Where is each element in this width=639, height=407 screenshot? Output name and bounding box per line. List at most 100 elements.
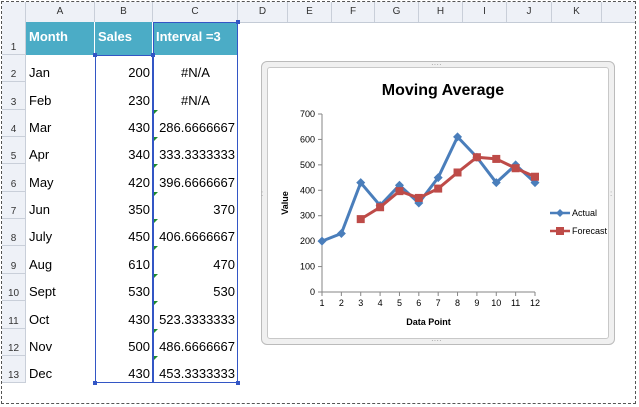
row-header-5[interactable]: 5: [2, 137, 26, 164]
y-tick-label: 0: [310, 287, 315, 297]
error-indicator-icon[interactable]: [153, 329, 158, 334]
cell-sales-text: 350: [128, 202, 150, 217]
data-point-actual: [317, 236, 327, 246]
cell-sales[interactable]: 610: [95, 246, 153, 274]
chart-object[interactable]: ···· ···· : : Moving Average 0 100 200 300 40…: [261, 61, 615, 345]
cell-month[interactable]: July: [26, 219, 95, 246]
cell-month[interactable]: Apr: [26, 137, 95, 164]
error-indicator-icon[interactable]: [153, 301, 158, 306]
cell-month[interactable]: Aug: [26, 246, 95, 274]
cell-sales[interactable]: 340: [95, 137, 153, 164]
row-header-11[interactable]: 11: [2, 301, 26, 329]
cell-sales[interactable]: 430: [95, 301, 153, 329]
data-point-forecast: [434, 184, 443, 193]
cell-interval[interactable]: 470: [153, 246, 238, 274]
cell-interval[interactable]: 486.6666667: [153, 329, 238, 356]
cell-sales[interactable]: 200: [95, 55, 153, 82]
cell-interval[interactable]: 396.6666667: [153, 164, 238, 192]
column-header-c[interactable]: C: [153, 2, 238, 22]
row-header-9[interactable]: 9: [2, 246, 26, 274]
range-handle[interactable]: [151, 53, 155, 57]
chart-resize-handle-left[interactable]: :: [261, 189, 264, 198]
row-header-8[interactable]: 8: [2, 219, 26, 246]
cell-month[interactable]: Jun: [26, 192, 95, 219]
cell-sales-text: 610: [128, 257, 150, 272]
chart-resize-handle-bottom[interactable]: ····: [431, 336, 442, 345]
cell-month[interactable]: Nov: [26, 329, 95, 356]
column-header-b[interactable]: B: [95, 2, 153, 22]
row-header-12[interactable]: 12: [2, 329, 26, 356]
error-indicator-icon[interactable]: [153, 356, 158, 361]
row-header-10[interactable]: 10: [2, 274, 26, 301]
column-header-j[interactable]: J: [507, 2, 552, 22]
column-header-d[interactable]: D: [238, 2, 288, 22]
cell-interval[interactable]: #N/A: [153, 55, 238, 82]
data-point-forecast: [531, 172, 539, 181]
row-header-13[interactable]: 13: [2, 356, 26, 383]
row-header-7[interactable]: 7: [2, 192, 26, 219]
row-header-3[interactable]: 3: [2, 82, 26, 110]
error-indicator-icon[interactable]: [153, 192, 158, 197]
cell-month[interactable]: May: [26, 164, 95, 192]
select-all-corner[interactable]: [2, 2, 26, 22]
cell-month[interactable]: Oct: [26, 301, 95, 329]
chart-area[interactable]: Moving Average 0 100 200 300 400 500 600 700 1 2 3 4…: [267, 67, 609, 339]
cell-interval[interactable]: #N/A: [153, 82, 238, 110]
cell-interval[interactable]: 370: [153, 192, 238, 219]
column-header-i[interactable]: I: [463, 2, 507, 22]
range-handle[interactable]: [236, 381, 240, 385]
cell-month[interactable]: Mar: [26, 110, 95, 137]
cell-sales[interactable]: 530: [95, 274, 153, 301]
header-cell-interval[interactable]: Interval =3: [153, 22, 238, 55]
legend-label-actual: Actual: [572, 208, 597, 218]
header-cell-month[interactable]: Month: [26, 22, 95, 55]
cell-month[interactable]: Feb: [26, 82, 95, 110]
column-header-k[interactable]: K: [552, 2, 602, 22]
cell-interval[interactable]: 523.3333333: [153, 301, 238, 329]
cell-interval[interactable]: 333.3333333: [153, 137, 238, 164]
range-handle[interactable]: [93, 381, 97, 385]
y-tick-label: 400: [300, 185, 315, 195]
y-tick-label: 300: [300, 211, 315, 221]
error-indicator-icon[interactable]: [153, 274, 158, 279]
cell-month[interactable]: Sept: [26, 274, 95, 301]
column-header-f[interactable]: F: [332, 2, 375, 22]
cell-month[interactable]: Jan: [26, 55, 95, 82]
cell-interval-text: 406.6666667: [159, 229, 235, 244]
chart-resize-handle-right[interactable]: :: [610, 189, 613, 198]
cell-sales[interactable]: 430: [95, 110, 153, 137]
column-header-a[interactable]: A: [26, 2, 95, 22]
cell-interval[interactable]: 406.6666667: [153, 219, 238, 246]
column-header-e[interactable]: E: [288, 2, 332, 22]
cell-month[interactable]: Dec: [26, 356, 95, 383]
cell-sales[interactable]: 350: [95, 192, 153, 219]
error-indicator-icon[interactable]: [153, 137, 158, 142]
cell-sales[interactable]: 430: [95, 356, 153, 383]
chart-resize-handle-top[interactable]: ····: [431, 60, 442, 69]
row-header-4[interactable]: 4: [2, 110, 26, 137]
cell-sales[interactable]: 500: [95, 329, 153, 356]
cell-sales[interactable]: 230: [95, 82, 153, 110]
cell-sales[interactable]: 450: [95, 219, 153, 246]
row-header-1[interactable]: 1: [2, 22, 26, 55]
error-indicator-icon[interactable]: [153, 219, 158, 224]
error-indicator-icon[interactable]: [153, 110, 158, 115]
data-point-forecast: [376, 203, 385, 212]
range-handle[interactable]: [93, 53, 97, 57]
column-header-g[interactable]: G: [375, 2, 419, 22]
error-indicator-icon[interactable]: [153, 164, 158, 169]
cell-sales-text: 230: [128, 93, 150, 108]
cell-interval[interactable]: 453.3333333: [153, 356, 238, 383]
column-header-h[interactable]: H: [419, 2, 463, 22]
range-handle[interactable]: [236, 20, 240, 24]
cell-interval[interactable]: 530: [153, 274, 238, 301]
cell-sales[interactable]: 420: [95, 164, 153, 192]
error-indicator-icon[interactable]: [153, 246, 158, 251]
x-tick-label: 10: [491, 298, 501, 308]
row-header-6[interactable]: 6: [2, 164, 26, 192]
cell-interval[interactable]: 286.6666667: [153, 110, 238, 137]
header-cell-sales[interactable]: Sales: [95, 22, 153, 55]
row-header-2[interactable]: 2: [2, 55, 26, 82]
